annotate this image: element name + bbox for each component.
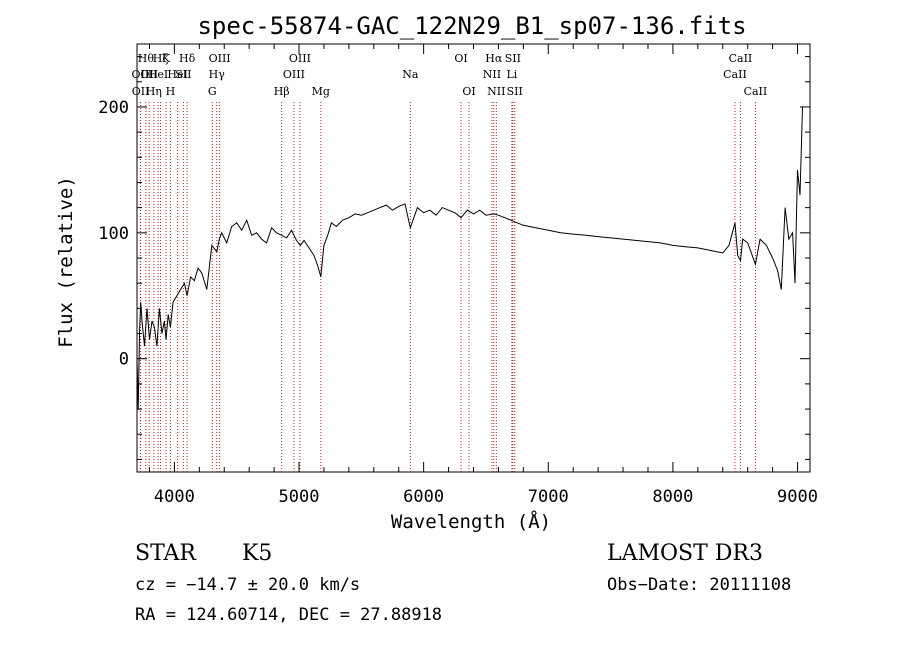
spectral-line-label: H xyxy=(166,85,176,98)
x-tick-label: 4000 xyxy=(154,487,195,507)
spectral-line-label: CaII xyxy=(744,85,768,98)
x-axis-label: Wavelength (Å) xyxy=(391,510,551,533)
spectral-line-label: Hδ xyxy=(179,52,196,65)
y-tick-label: 0 xyxy=(119,350,129,370)
spectral-line-label: Hζ xyxy=(153,52,169,65)
spectral-line-label: OII xyxy=(132,85,150,98)
spectral-line-label: NII xyxy=(483,68,501,81)
spectral-line-label: HeI xyxy=(167,68,187,81)
spectral-line-label: OIII xyxy=(283,68,305,81)
spectral-line-label: OI xyxy=(454,52,467,65)
redshift-info: cz = −14.7 ± 20.0 km/s xyxy=(135,575,360,595)
spectral-line-labels: OIIOIIHθOIIHηHeIHζKHHeISIIHδGHγOIIIHβOII… xyxy=(132,52,768,98)
spectral-line-label: K xyxy=(162,52,171,65)
spectral-line-label: Hη xyxy=(146,85,162,98)
spectral-line-label: Na xyxy=(402,68,419,81)
flux-series-line xyxy=(136,106,803,410)
spectral-line-label: SII xyxy=(175,68,191,81)
x-tick-label: 9000 xyxy=(777,487,818,507)
spectral-line-label: Li xyxy=(506,68,517,81)
x-axis-ticks: 4000 5000 6000 7000 8000 9000 xyxy=(148,44,818,507)
spectral-line-label: OIII xyxy=(289,52,311,65)
x-tick-label: 6000 xyxy=(403,487,444,507)
coordinates: RA = 124.60714, DEC = 27.88918 xyxy=(135,605,442,625)
object-class: STAR xyxy=(135,541,197,566)
spectral-line-label: OIII xyxy=(209,52,231,65)
spectral-line-label: Hβ xyxy=(274,85,290,98)
spectral-line-markers xyxy=(139,102,756,472)
spectral-line-label: OII xyxy=(132,68,150,81)
x-tick-label: 8000 xyxy=(652,487,693,507)
spectral-line-label: CaII xyxy=(729,52,753,65)
y-tick-label: 200 xyxy=(98,98,129,118)
observation-date: Obs−Date: 20111108 xyxy=(607,575,791,595)
spectral-line-label: OI xyxy=(462,85,475,98)
spectral-line-label: G xyxy=(208,85,217,98)
spectral-line-label: CaII xyxy=(723,68,747,81)
y-axis-ticks: 0 100 200 xyxy=(98,56,810,460)
object-subclass: K5 xyxy=(242,541,272,566)
spectral-line-label: HeI xyxy=(148,68,168,81)
spectral-line-label: SII xyxy=(507,85,523,98)
y-tick-label: 100 xyxy=(98,224,129,244)
spectral-line-label: NII xyxy=(487,85,505,98)
x-tick-label: 5000 xyxy=(279,487,320,507)
spectral-line-label: Hγ xyxy=(209,68,226,81)
plot-frame xyxy=(136,43,811,473)
spectral-line-label: Mg xyxy=(312,85,330,98)
spectral-line-label: Hθ xyxy=(138,52,155,65)
plot-area: OIIOIIHθOIIHηHeIHζKHHeISIIHδGHγOIIIHβOII… xyxy=(98,43,818,507)
x-tick-label: 7000 xyxy=(528,487,569,507)
spectral-line-label: Hα xyxy=(485,52,503,65)
spectral-line-label: OII xyxy=(140,68,158,81)
survey-name: LAMOST DR3 xyxy=(607,541,763,566)
spectral-line-label: SII xyxy=(505,52,521,65)
chart-title: spec-55874-GAC_122N29_B1_sp07-136.fits xyxy=(197,12,746,40)
y-axis-label: Flux (relative) xyxy=(55,176,77,348)
